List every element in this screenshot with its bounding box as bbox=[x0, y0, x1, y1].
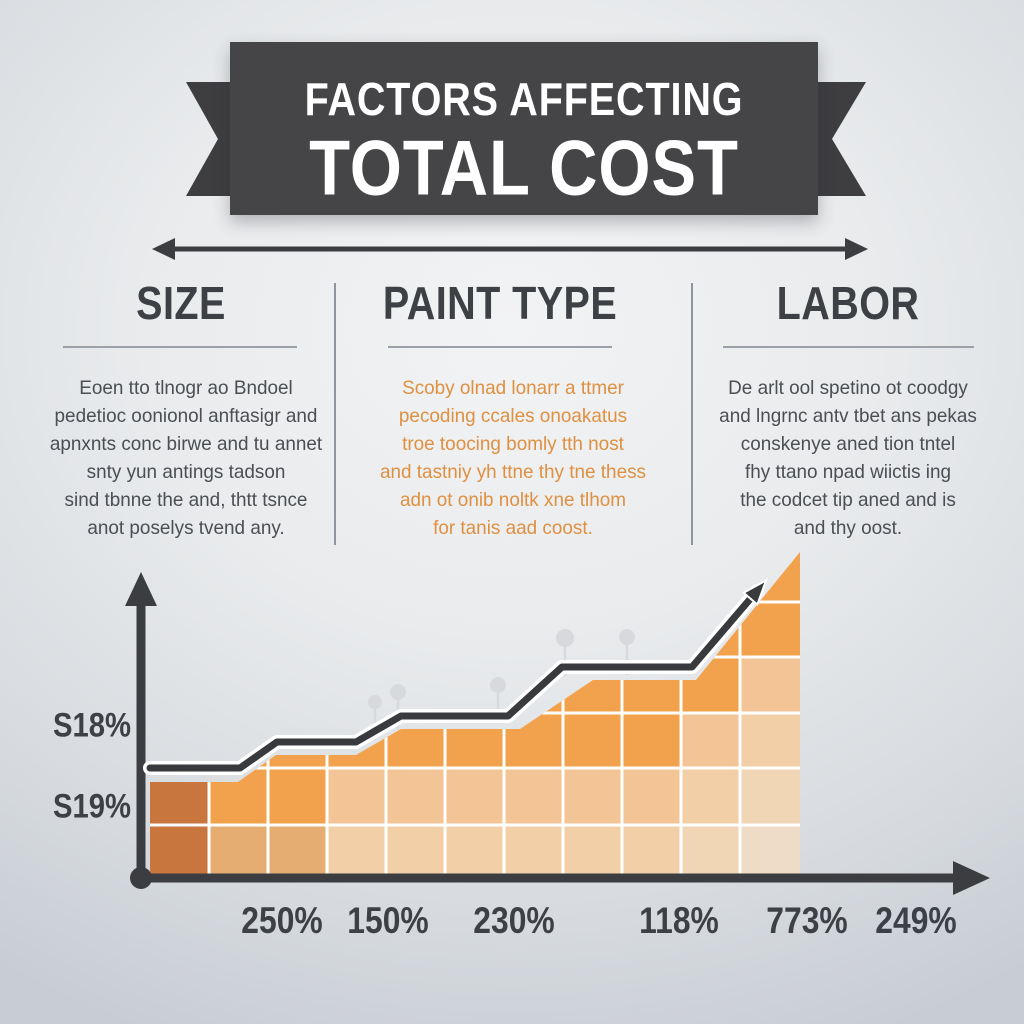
trend-line bbox=[143, 578, 768, 775]
x-axis-arrow-icon bbox=[953, 861, 990, 895]
double-arrow bbox=[152, 238, 868, 260]
ribbon-tail-right bbox=[818, 82, 866, 196]
chart-axes bbox=[125, 572, 990, 895]
ribbon-tail-left bbox=[186, 82, 230, 196]
origin-dot bbox=[130, 867, 152, 889]
trend-arrow-icon bbox=[741, 578, 768, 607]
y-axis-arrow-icon bbox=[125, 572, 157, 606]
